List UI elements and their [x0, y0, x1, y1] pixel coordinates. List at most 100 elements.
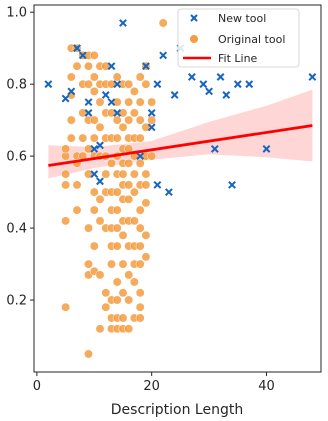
new-tool-point — [119, 19, 127, 27]
new-tool-point — [67, 87, 76, 96]
original-tool-point — [112, 97, 122, 107]
original-tool-point — [135, 205, 145, 215]
original-tool-point — [61, 180, 71, 190]
legend-label-original-tool: Original tool — [218, 33, 285, 46]
original-tool-point — [135, 158, 145, 168]
original-tool-point — [107, 79, 116, 89]
y-tick-label: 0.6 — [6, 150, 27, 165]
original-tool-point — [135, 288, 145, 298]
original-tool-point — [129, 216, 139, 226]
original-tool-point — [95, 324, 105, 334]
original-tool-point — [129, 108, 139, 118]
original-tool-point — [101, 302, 111, 312]
legend-box — [177, 8, 300, 68]
x-tick-label: 40 — [258, 379, 275, 394]
original-tool-point — [112, 72, 122, 82]
original-tool-point — [84, 144, 93, 154]
original-tool-point — [135, 259, 145, 269]
original-tool-point — [118, 230, 128, 240]
new-tool-point — [142, 62, 150, 71]
new-tool-point — [205, 87, 213, 96]
new-tool-point — [73, 44, 81, 53]
new-tool-point — [233, 80, 242, 89]
original-tool-point — [129, 86, 139, 96]
new-tool-point — [210, 145, 219, 153]
new-tool-point — [147, 123, 156, 132]
original-tool-point — [95, 270, 105, 280]
original-tool-point — [141, 230, 151, 240]
original-tool-point — [89, 133, 99, 143]
original-tool-point — [124, 97, 134, 107]
original-tool-point — [66, 72, 76, 82]
original-tool-point — [124, 115, 134, 125]
new-tool-point — [136, 152, 145, 161]
original-tool-point — [61, 216, 71, 226]
original-tool-point — [107, 108, 116, 118]
y-axis: 0.2 0.4 0.6 0.8 1.0 — [6, 6, 34, 309]
original-tool-point — [118, 313, 128, 323]
original-tool-point — [61, 144, 71, 154]
legend-marker-original-tool — [190, 35, 198, 43]
x-axis-label: Description Length — [111, 402, 243, 418]
legend-marker-new-tool — [190, 14, 198, 22]
original-tool-point — [147, 115, 157, 125]
original-tool-point — [78, 108, 88, 118]
original-tool-point — [61, 169, 71, 179]
original-tool-point — [141, 180, 151, 190]
original-tool-point — [84, 169, 93, 179]
new-tool-point — [153, 180, 162, 189]
original-tool-point — [135, 133, 145, 143]
original-tool-point — [72, 61, 82, 71]
original-tool-point — [95, 216, 105, 226]
new-tool-point — [101, 91, 110, 99]
original-tool-point — [95, 122, 105, 132]
fit-line — [48, 124, 313, 167]
original-tool-point — [95, 194, 105, 204]
original-tool-point — [95, 97, 105, 107]
original-tool-point — [129, 169, 139, 179]
original-tool-point — [141, 122, 151, 132]
original-tool-point — [124, 180, 134, 190]
original-tool-point — [135, 72, 145, 82]
new-tool-point — [96, 177, 104, 186]
original-tool-point — [107, 259, 116, 269]
new-tool-point — [222, 91, 231, 99]
original-tool-point — [89, 50, 99, 60]
original-tool-point — [112, 133, 122, 143]
original-tool-point — [124, 270, 134, 280]
original-tool-point — [124, 295, 134, 305]
original-tool-point — [135, 241, 145, 251]
new-tool-point — [153, 80, 162, 89]
new-tool-point — [84, 109, 93, 117]
original-tool-point — [84, 61, 93, 71]
original-tool-point — [158, 18, 168, 28]
original-tool-point — [66, 115, 76, 125]
original-tool-point — [124, 194, 134, 204]
original-tool-point — [89, 72, 99, 82]
new-tool-point — [216, 73, 225, 81]
original-tool-point — [72, 180, 82, 190]
original-tool-point — [84, 259, 93, 269]
original-tool-point — [135, 223, 145, 233]
original-tool-point — [101, 288, 111, 298]
original-tool-point — [66, 133, 76, 143]
new-tool-point — [164, 188, 173, 197]
new-tool-point — [308, 73, 317, 81]
new-tool-point — [228, 180, 236, 189]
legend: New tool Original tool Fit Line — [177, 8, 300, 68]
original-tool-point — [124, 158, 134, 168]
original-tool-point — [112, 187, 122, 197]
original-tool-point — [61, 302, 71, 312]
legend-label-new-tool: New tool — [218, 12, 266, 25]
original-tool-point — [118, 169, 128, 179]
new-tool-point — [96, 141, 104, 150]
original-tool-point — [135, 302, 145, 312]
original-tool-point — [129, 277, 139, 287]
original-tool-point — [118, 108, 128, 118]
original-tool-point — [135, 97, 145, 107]
original-tool-point — [72, 205, 82, 215]
original-tool-point — [112, 223, 122, 233]
original-tool-point — [141, 198, 151, 208]
new-tool-point — [147, 109, 156, 117]
original-tool-point — [89, 115, 99, 125]
